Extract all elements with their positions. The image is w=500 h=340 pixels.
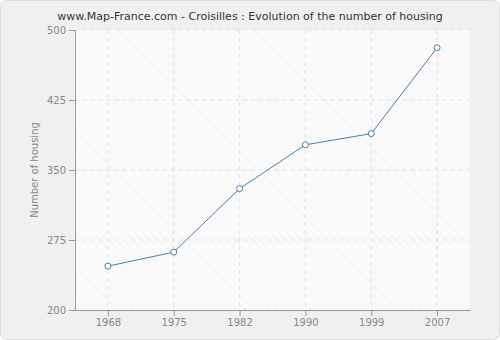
tick-mark (240, 310, 241, 316)
tick-label: 200 (47, 305, 66, 316)
grid-line (239, 30, 240, 310)
marker (237, 186, 243, 192)
tick-label: 1999 (359, 317, 384, 328)
plot-area (75, 30, 470, 310)
plot: 200 275 350 425 500 1968 1975 1982 1990 1999 2007 (47, 25, 471, 328)
marker (105, 263, 111, 269)
tick-label: 1982 (227, 317, 252, 328)
tick-label: 500 (47, 25, 66, 36)
tick-label: 275 (47, 235, 66, 246)
background (1, 1, 500, 340)
grid-line (75, 240, 470, 241)
tick-label: 350 (47, 165, 66, 176)
tick-mark (69, 310, 75, 311)
tick-mark (69, 100, 75, 101)
tick-mark (69, 30, 75, 31)
title: www.Map-France.com - Croisilles : Evolut… (57, 10, 442, 23)
tick-mark (69, 240, 75, 241)
tick-label: 1975 (162, 317, 187, 328)
axis-line (76, 310, 471, 311)
tick-label: 2007 (425, 317, 450, 328)
y-tick: 425 (47, 95, 75, 106)
grid-line (75, 30, 470, 31)
marker (171, 249, 177, 255)
y-tick: 500 (47, 25, 75, 36)
tick-label: 1968 (96, 317, 121, 328)
grid (75, 30, 470, 310)
y-axis: 200 275 350 425 500 (47, 25, 76, 316)
tick-label: 1990 (293, 317, 318, 328)
grid-line (437, 30, 438, 310)
tick-mark (305, 310, 306, 316)
chart: 200 275 350 425 500 1968 1975 1982 1990 1999 2007 w… (0, 0, 500, 340)
y-tick: 200 (47, 305, 75, 316)
axis-line (75, 31, 76, 311)
marker (302, 142, 308, 148)
x-tick: 1982 (227, 310, 252, 328)
x-tick: 1975 (162, 310, 187, 328)
grid-line (75, 100, 470, 101)
tick-label: 425 (47, 95, 66, 106)
tick-mark (108, 310, 109, 316)
tick-mark (174, 310, 175, 316)
grid-line (305, 30, 306, 310)
grid-line (173, 30, 174, 310)
tick-mark (371, 310, 372, 316)
series (105, 45, 440, 269)
grid-line (75, 310, 470, 311)
x-tick: 1999 (359, 310, 384, 328)
marker (368, 131, 374, 137)
tick-mark (69, 170, 75, 171)
x-axis: 1968 1975 1982 1990 1999 2007 (76, 310, 471, 328)
x-tick: 1990 (293, 310, 318, 328)
x-tick: 1968 (96, 310, 121, 328)
grid-line (371, 30, 372, 310)
axis-title: Number of housing (29, 122, 40, 218)
y-tick: 275 (47, 235, 75, 246)
grid-line (75, 170, 470, 171)
x-tick: 2007 (425, 310, 450, 328)
marker (434, 45, 440, 51)
y-tick: 350 (47, 165, 75, 176)
line (108, 48, 437, 266)
tick-mark (437, 310, 438, 316)
